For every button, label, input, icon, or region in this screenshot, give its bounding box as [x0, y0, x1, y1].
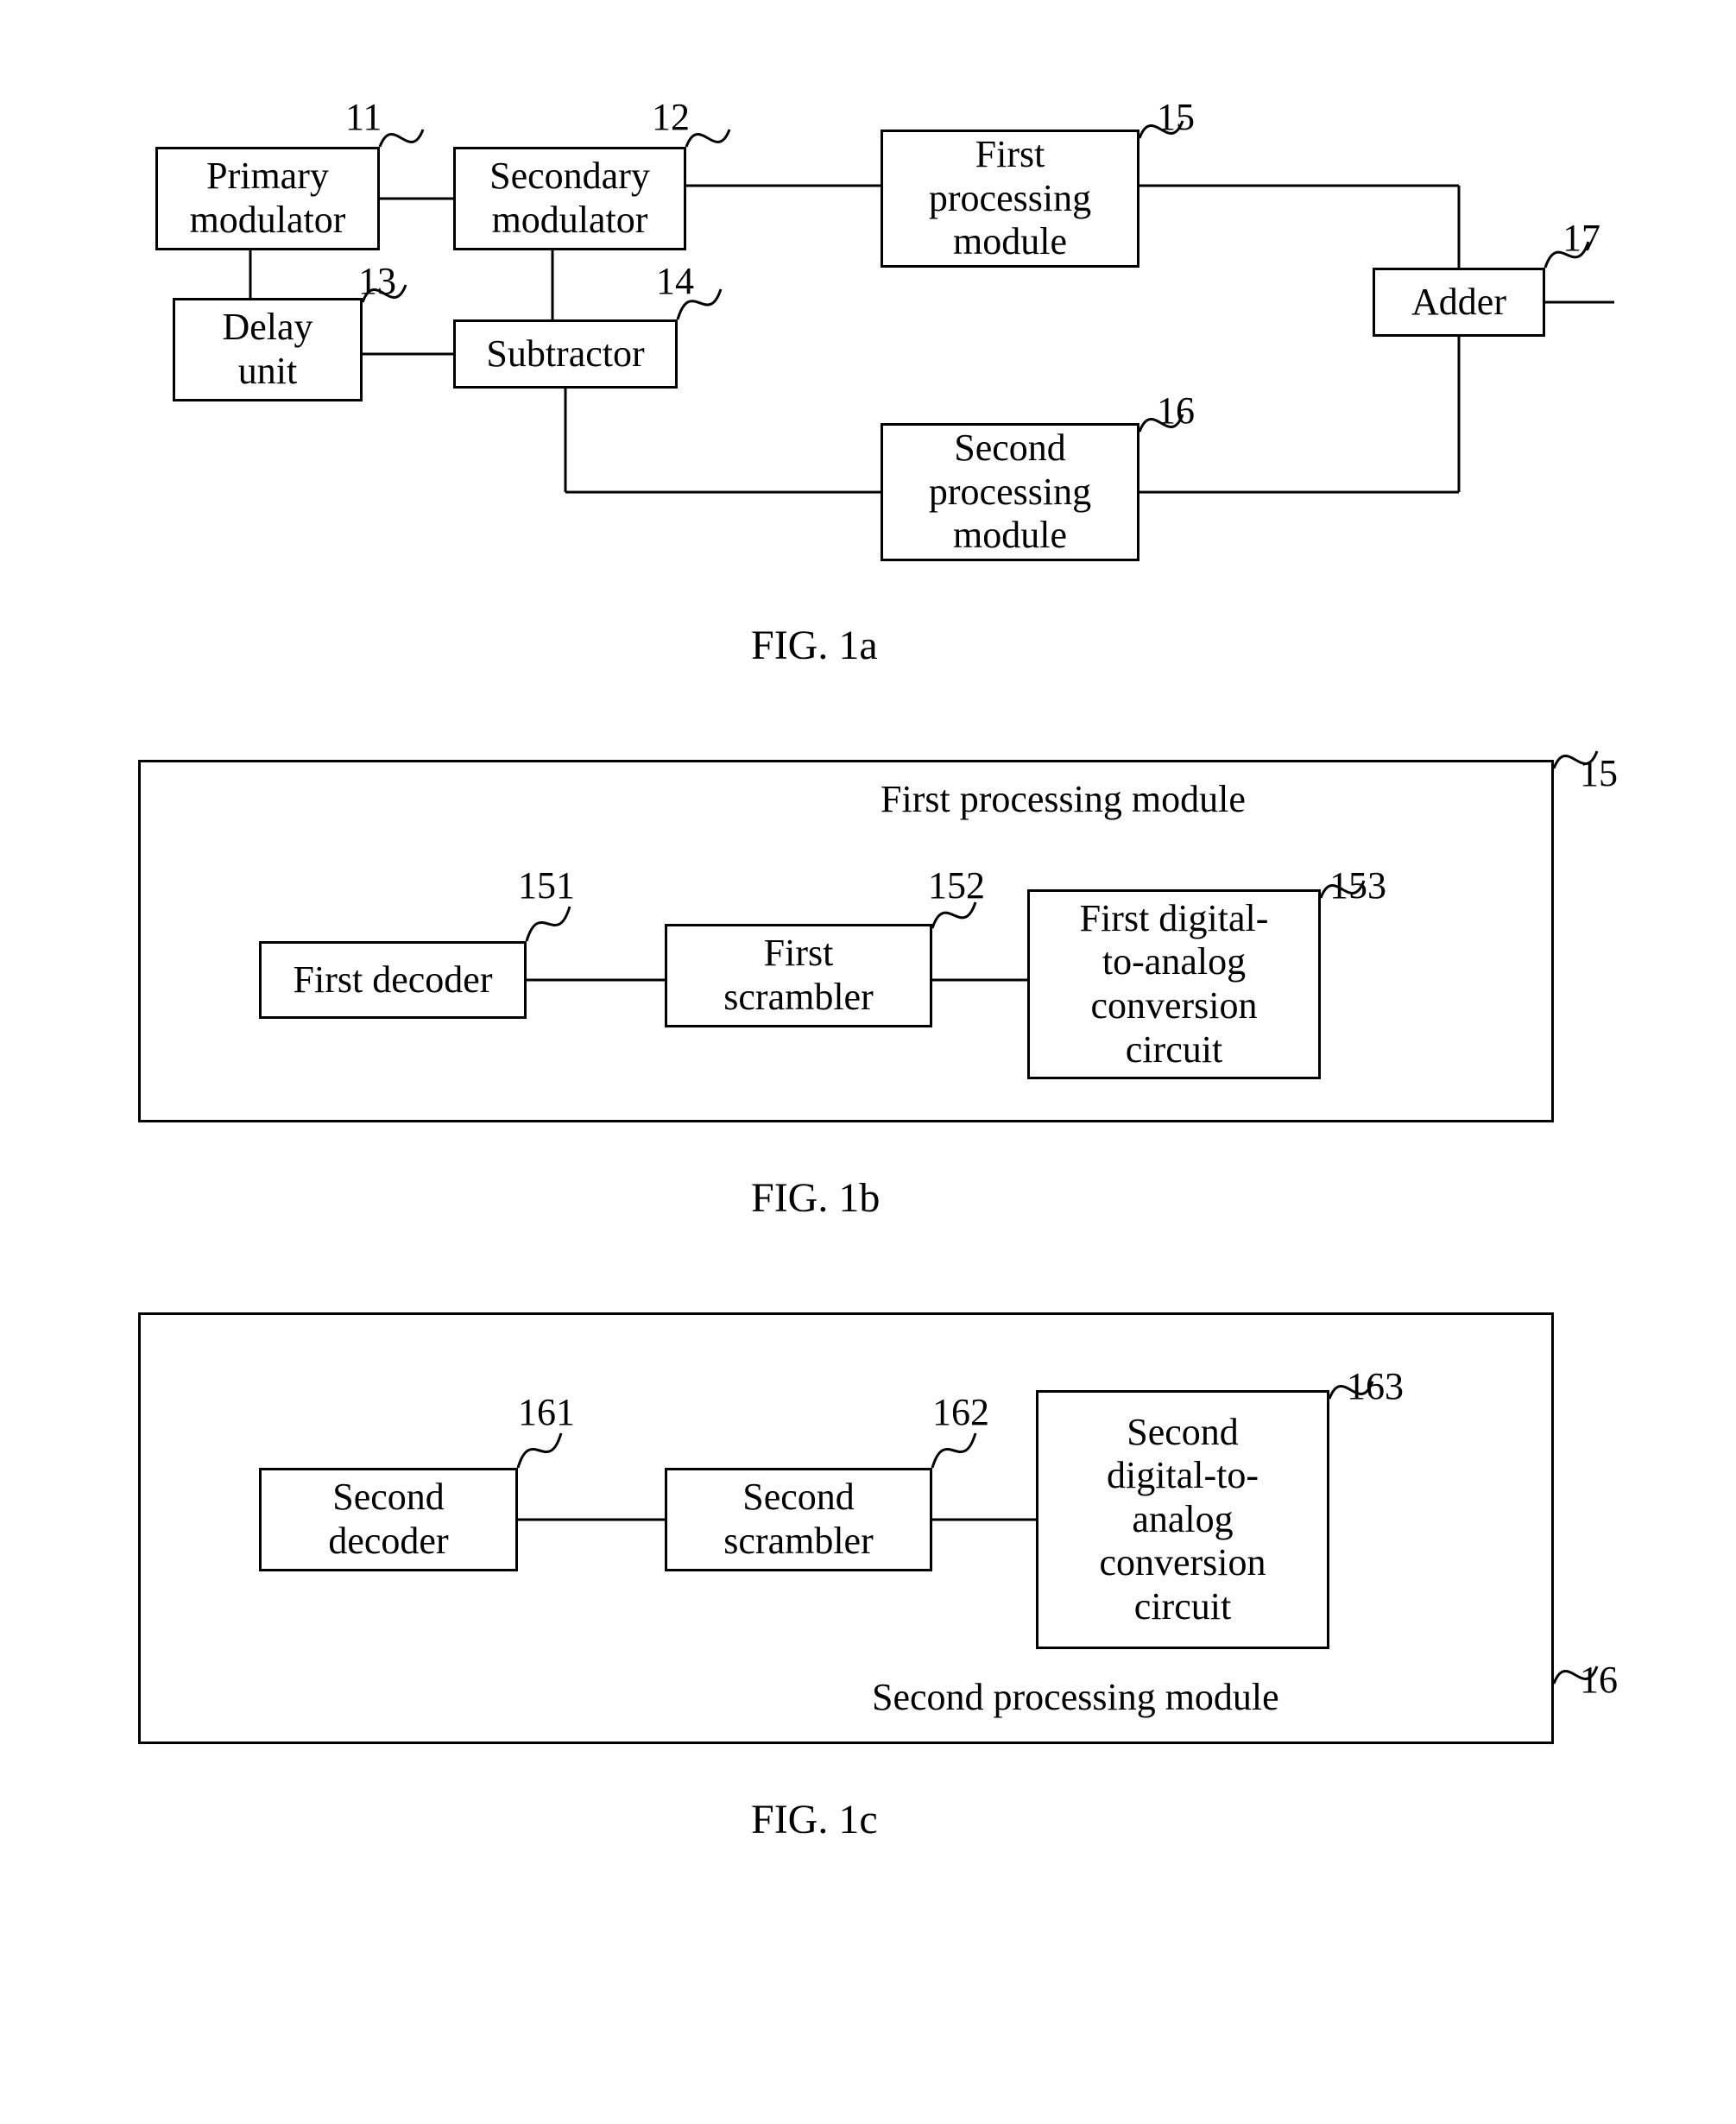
- label-second-processing-num: 16: [1157, 389, 1195, 433]
- label-delay-unit-num: 13: [358, 259, 396, 303]
- caption-fig1c: FIG. 1c: [751, 1796, 878, 1843]
- label-first-decoder-num: 151: [518, 863, 575, 907]
- block-second-dac: Second digital-to- analog conversion cir…: [1036, 1390, 1329, 1649]
- label-primary-modulator-num: 11: [345, 95, 382, 139]
- label-second-dac-num: 163: [1347, 1364, 1404, 1408]
- diagram-canvas: Primary modulator 11 Secondary modulator…: [0, 0, 1736, 2124]
- block-first-decoder: First decoder: [259, 941, 527, 1019]
- label-second-decoder-num: 161: [518, 1390, 575, 1434]
- label-adder-num: 17: [1562, 216, 1600, 260]
- label-second-processing-module-num: 16: [1580, 1658, 1618, 1702]
- label-first-scrambler-num: 152: [928, 863, 985, 907]
- label-secondary-modulator-num: 12: [652, 95, 690, 139]
- block-primary-modulator: Primary modulator: [155, 147, 380, 250]
- block-second-processing: Second processing module: [881, 423, 1139, 561]
- caption-fig1a: FIG. 1a: [751, 622, 878, 669]
- label-first-processing-module: First processing module: [881, 777, 1246, 821]
- block-adder: Adder: [1373, 268, 1545, 337]
- block-first-dac: First digital- to-analog conversion circ…: [1027, 889, 1321, 1079]
- block-first-scrambler: First scrambler: [665, 924, 932, 1027]
- block-secondary-modulator: Secondary modulator: [453, 147, 686, 250]
- label-first-processing-module-num: 15: [1580, 751, 1618, 795]
- label-first-dac-num: 153: [1329, 863, 1386, 907]
- block-second-decoder: Second decoder: [259, 1468, 518, 1571]
- label-second-processing-module: Second processing module: [872, 1675, 1279, 1719]
- label-second-scrambler-num: 162: [932, 1390, 989, 1434]
- label-first-processing-num: 15: [1157, 95, 1195, 139]
- block-delay-unit: Delay unit: [173, 298, 363, 401]
- caption-fig1b: FIG. 1b: [751, 1174, 880, 1222]
- block-second-scrambler: Second scrambler: [665, 1468, 932, 1571]
- block-first-processing: First processing module: [881, 130, 1139, 268]
- label-subtractor-num: 14: [656, 259, 694, 303]
- block-subtractor: Subtractor: [453, 319, 678, 389]
